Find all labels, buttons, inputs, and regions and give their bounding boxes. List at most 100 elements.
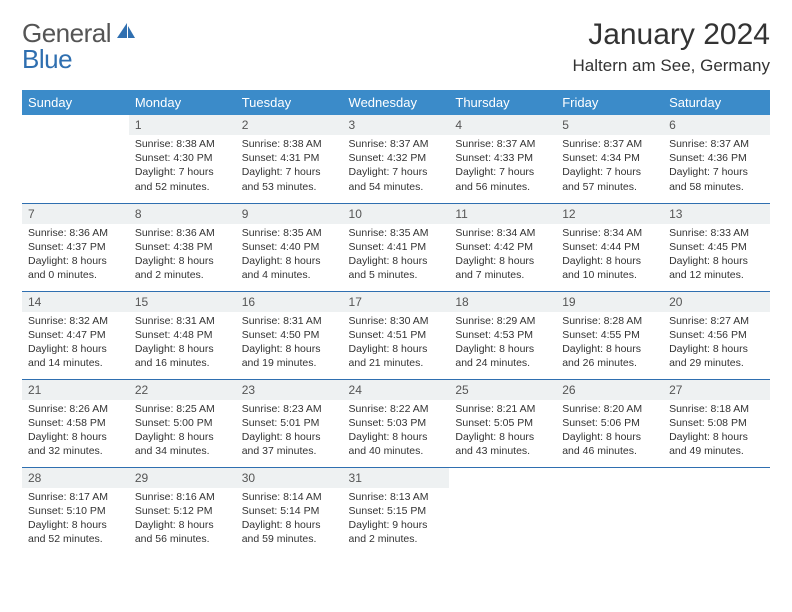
day-body: Sunrise: 8:31 AMSunset: 4:48 PMDaylight:… [129, 312, 236, 377]
calendar-row: 14Sunrise: 8:32 AMSunset: 4:47 PMDayligh… [22, 291, 770, 379]
day-cell: 8Sunrise: 8:36 AMSunset: 4:38 PMDaylight… [129, 203, 236, 291]
day-body: Sunrise: 8:34 AMSunset: 4:44 PMDaylight:… [556, 224, 663, 289]
day-number: 2 [236, 115, 343, 135]
weekday-header: Tuesday [236, 90, 343, 115]
day-cell: 21Sunrise: 8:26 AMSunset: 4:58 PMDayligh… [22, 379, 129, 467]
day-number: 24 [343, 380, 450, 400]
calendar-body: 1Sunrise: 8:38 AMSunset: 4:30 PMDaylight… [22, 115, 770, 555]
day-body: Sunrise: 8:33 AMSunset: 4:45 PMDaylight:… [663, 224, 770, 289]
day-body: Sunrise: 8:28 AMSunset: 4:55 PMDaylight:… [556, 312, 663, 377]
brand-name-b: Blue [22, 44, 72, 74]
day-number: 7 [22, 204, 129, 224]
empty-cell [663, 467, 770, 555]
day-cell: 10Sunrise: 8:35 AMSunset: 4:41 PMDayligh… [343, 203, 450, 291]
day-body: Sunrise: 8:14 AMSunset: 5:14 PMDaylight:… [236, 488, 343, 553]
day-cell: 22Sunrise: 8:25 AMSunset: 5:00 PMDayligh… [129, 379, 236, 467]
day-number: 21 [22, 380, 129, 400]
day-cell: 30Sunrise: 8:14 AMSunset: 5:14 PMDayligh… [236, 467, 343, 555]
header: General January 2024 Haltern am See, Ger… [22, 18, 770, 76]
day-body: Sunrise: 8:17 AMSunset: 5:10 PMDaylight:… [22, 488, 129, 553]
day-cell: 29Sunrise: 8:16 AMSunset: 5:12 PMDayligh… [129, 467, 236, 555]
weekday-header: Thursday [449, 90, 556, 115]
day-body: Sunrise: 8:26 AMSunset: 4:58 PMDaylight:… [22, 400, 129, 465]
day-body: Sunrise: 8:27 AMSunset: 4:56 PMDaylight:… [663, 312, 770, 377]
weekday-row: SundayMondayTuesdayWednesdayThursdayFrid… [22, 90, 770, 115]
day-number: 26 [556, 380, 663, 400]
day-number: 29 [129, 468, 236, 488]
day-number: 13 [663, 204, 770, 224]
day-number: 22 [129, 380, 236, 400]
day-cell: 18Sunrise: 8:29 AMSunset: 4:53 PMDayligh… [449, 291, 556, 379]
day-body: Sunrise: 8:38 AMSunset: 4:31 PMDaylight:… [236, 135, 343, 200]
day-number: 5 [556, 115, 663, 135]
title-block: January 2024 Haltern am See, Germany [573, 18, 770, 76]
calendar-row: 28Sunrise: 8:17 AMSunset: 5:10 PMDayligh… [22, 467, 770, 555]
day-body: Sunrise: 8:29 AMSunset: 4:53 PMDaylight:… [449, 312, 556, 377]
day-cell: 6Sunrise: 8:37 AMSunset: 4:36 PMDaylight… [663, 115, 770, 203]
day-number: 12 [556, 204, 663, 224]
calendar-row: 7Sunrise: 8:36 AMSunset: 4:37 PMDaylight… [22, 203, 770, 291]
day-cell: 24Sunrise: 8:22 AMSunset: 5:03 PMDayligh… [343, 379, 450, 467]
calendar-table: SundayMondayTuesdayWednesdayThursdayFrid… [22, 90, 770, 555]
day-cell: 12Sunrise: 8:34 AMSunset: 4:44 PMDayligh… [556, 203, 663, 291]
day-number: 17 [343, 292, 450, 312]
empty-cell [22, 115, 129, 203]
calendar-row: 21Sunrise: 8:26 AMSunset: 4:58 PMDayligh… [22, 379, 770, 467]
day-cell: 3Sunrise: 8:37 AMSunset: 4:32 PMDaylight… [343, 115, 450, 203]
day-body: Sunrise: 8:37 AMSunset: 4:34 PMDaylight:… [556, 135, 663, 200]
day-body: Sunrise: 8:13 AMSunset: 5:15 PMDaylight:… [343, 488, 450, 553]
day-body: Sunrise: 8:32 AMSunset: 4:47 PMDaylight:… [22, 312, 129, 377]
day-cell: 11Sunrise: 8:34 AMSunset: 4:42 PMDayligh… [449, 203, 556, 291]
day-number: 16 [236, 292, 343, 312]
weekday-header: Friday [556, 90, 663, 115]
calendar-row: 1Sunrise: 8:38 AMSunset: 4:30 PMDaylight… [22, 115, 770, 203]
weekday-header: Saturday [663, 90, 770, 115]
day-cell: 1Sunrise: 8:38 AMSunset: 4:30 PMDaylight… [129, 115, 236, 203]
day-number: 25 [449, 380, 556, 400]
day-number: 31 [343, 468, 450, 488]
day-number: 3 [343, 115, 450, 135]
day-number: 1 [129, 115, 236, 135]
location-label: Haltern am See, Germany [573, 56, 770, 76]
day-body: Sunrise: 8:35 AMSunset: 4:41 PMDaylight:… [343, 224, 450, 289]
day-number: 30 [236, 468, 343, 488]
day-body: Sunrise: 8:31 AMSunset: 4:50 PMDaylight:… [236, 312, 343, 377]
weekday-header: Sunday [22, 90, 129, 115]
sail-icon [115, 21, 137, 46]
day-number: 4 [449, 115, 556, 135]
day-body: Sunrise: 8:37 AMSunset: 4:33 PMDaylight:… [449, 135, 556, 200]
day-cell: 16Sunrise: 8:31 AMSunset: 4:50 PMDayligh… [236, 291, 343, 379]
day-body: Sunrise: 8:18 AMSunset: 5:08 PMDaylight:… [663, 400, 770, 465]
day-cell: 15Sunrise: 8:31 AMSunset: 4:48 PMDayligh… [129, 291, 236, 379]
day-number: 28 [22, 468, 129, 488]
day-body: Sunrise: 8:20 AMSunset: 5:06 PMDaylight:… [556, 400, 663, 465]
day-cell: 9Sunrise: 8:35 AMSunset: 4:40 PMDaylight… [236, 203, 343, 291]
weekday-header: Wednesday [343, 90, 450, 115]
day-cell: 2Sunrise: 8:38 AMSunset: 4:31 PMDaylight… [236, 115, 343, 203]
month-title: January 2024 [573, 18, 770, 52]
day-body: Sunrise: 8:38 AMSunset: 4:30 PMDaylight:… [129, 135, 236, 200]
day-number: 18 [449, 292, 556, 312]
day-cell: 20Sunrise: 8:27 AMSunset: 4:56 PMDayligh… [663, 291, 770, 379]
day-number: 8 [129, 204, 236, 224]
day-body: Sunrise: 8:35 AMSunset: 4:40 PMDaylight:… [236, 224, 343, 289]
day-cell: 14Sunrise: 8:32 AMSunset: 4:47 PMDayligh… [22, 291, 129, 379]
weekday-header: Monday [129, 90, 236, 115]
day-cell: 7Sunrise: 8:36 AMSunset: 4:37 PMDaylight… [22, 203, 129, 291]
day-body: Sunrise: 8:25 AMSunset: 5:00 PMDaylight:… [129, 400, 236, 465]
day-cell: 13Sunrise: 8:33 AMSunset: 4:45 PMDayligh… [663, 203, 770, 291]
day-cell: 17Sunrise: 8:30 AMSunset: 4:51 PMDayligh… [343, 291, 450, 379]
day-number: 11 [449, 204, 556, 224]
day-body: Sunrise: 8:36 AMSunset: 4:37 PMDaylight:… [22, 224, 129, 289]
day-body: Sunrise: 8:37 AMSunset: 4:32 PMDaylight:… [343, 135, 450, 200]
brand-name-b-wrap: Blue [22, 44, 72, 75]
day-body: Sunrise: 8:37 AMSunset: 4:36 PMDaylight:… [663, 135, 770, 200]
day-cell: 26Sunrise: 8:20 AMSunset: 5:06 PMDayligh… [556, 379, 663, 467]
day-body: Sunrise: 8:34 AMSunset: 4:42 PMDaylight:… [449, 224, 556, 289]
day-cell: 19Sunrise: 8:28 AMSunset: 4:55 PMDayligh… [556, 291, 663, 379]
day-number: 15 [129, 292, 236, 312]
day-cell: 31Sunrise: 8:13 AMSunset: 5:15 PMDayligh… [343, 467, 450, 555]
day-number: 9 [236, 204, 343, 224]
day-number: 23 [236, 380, 343, 400]
day-body: Sunrise: 8:23 AMSunset: 5:01 PMDaylight:… [236, 400, 343, 465]
